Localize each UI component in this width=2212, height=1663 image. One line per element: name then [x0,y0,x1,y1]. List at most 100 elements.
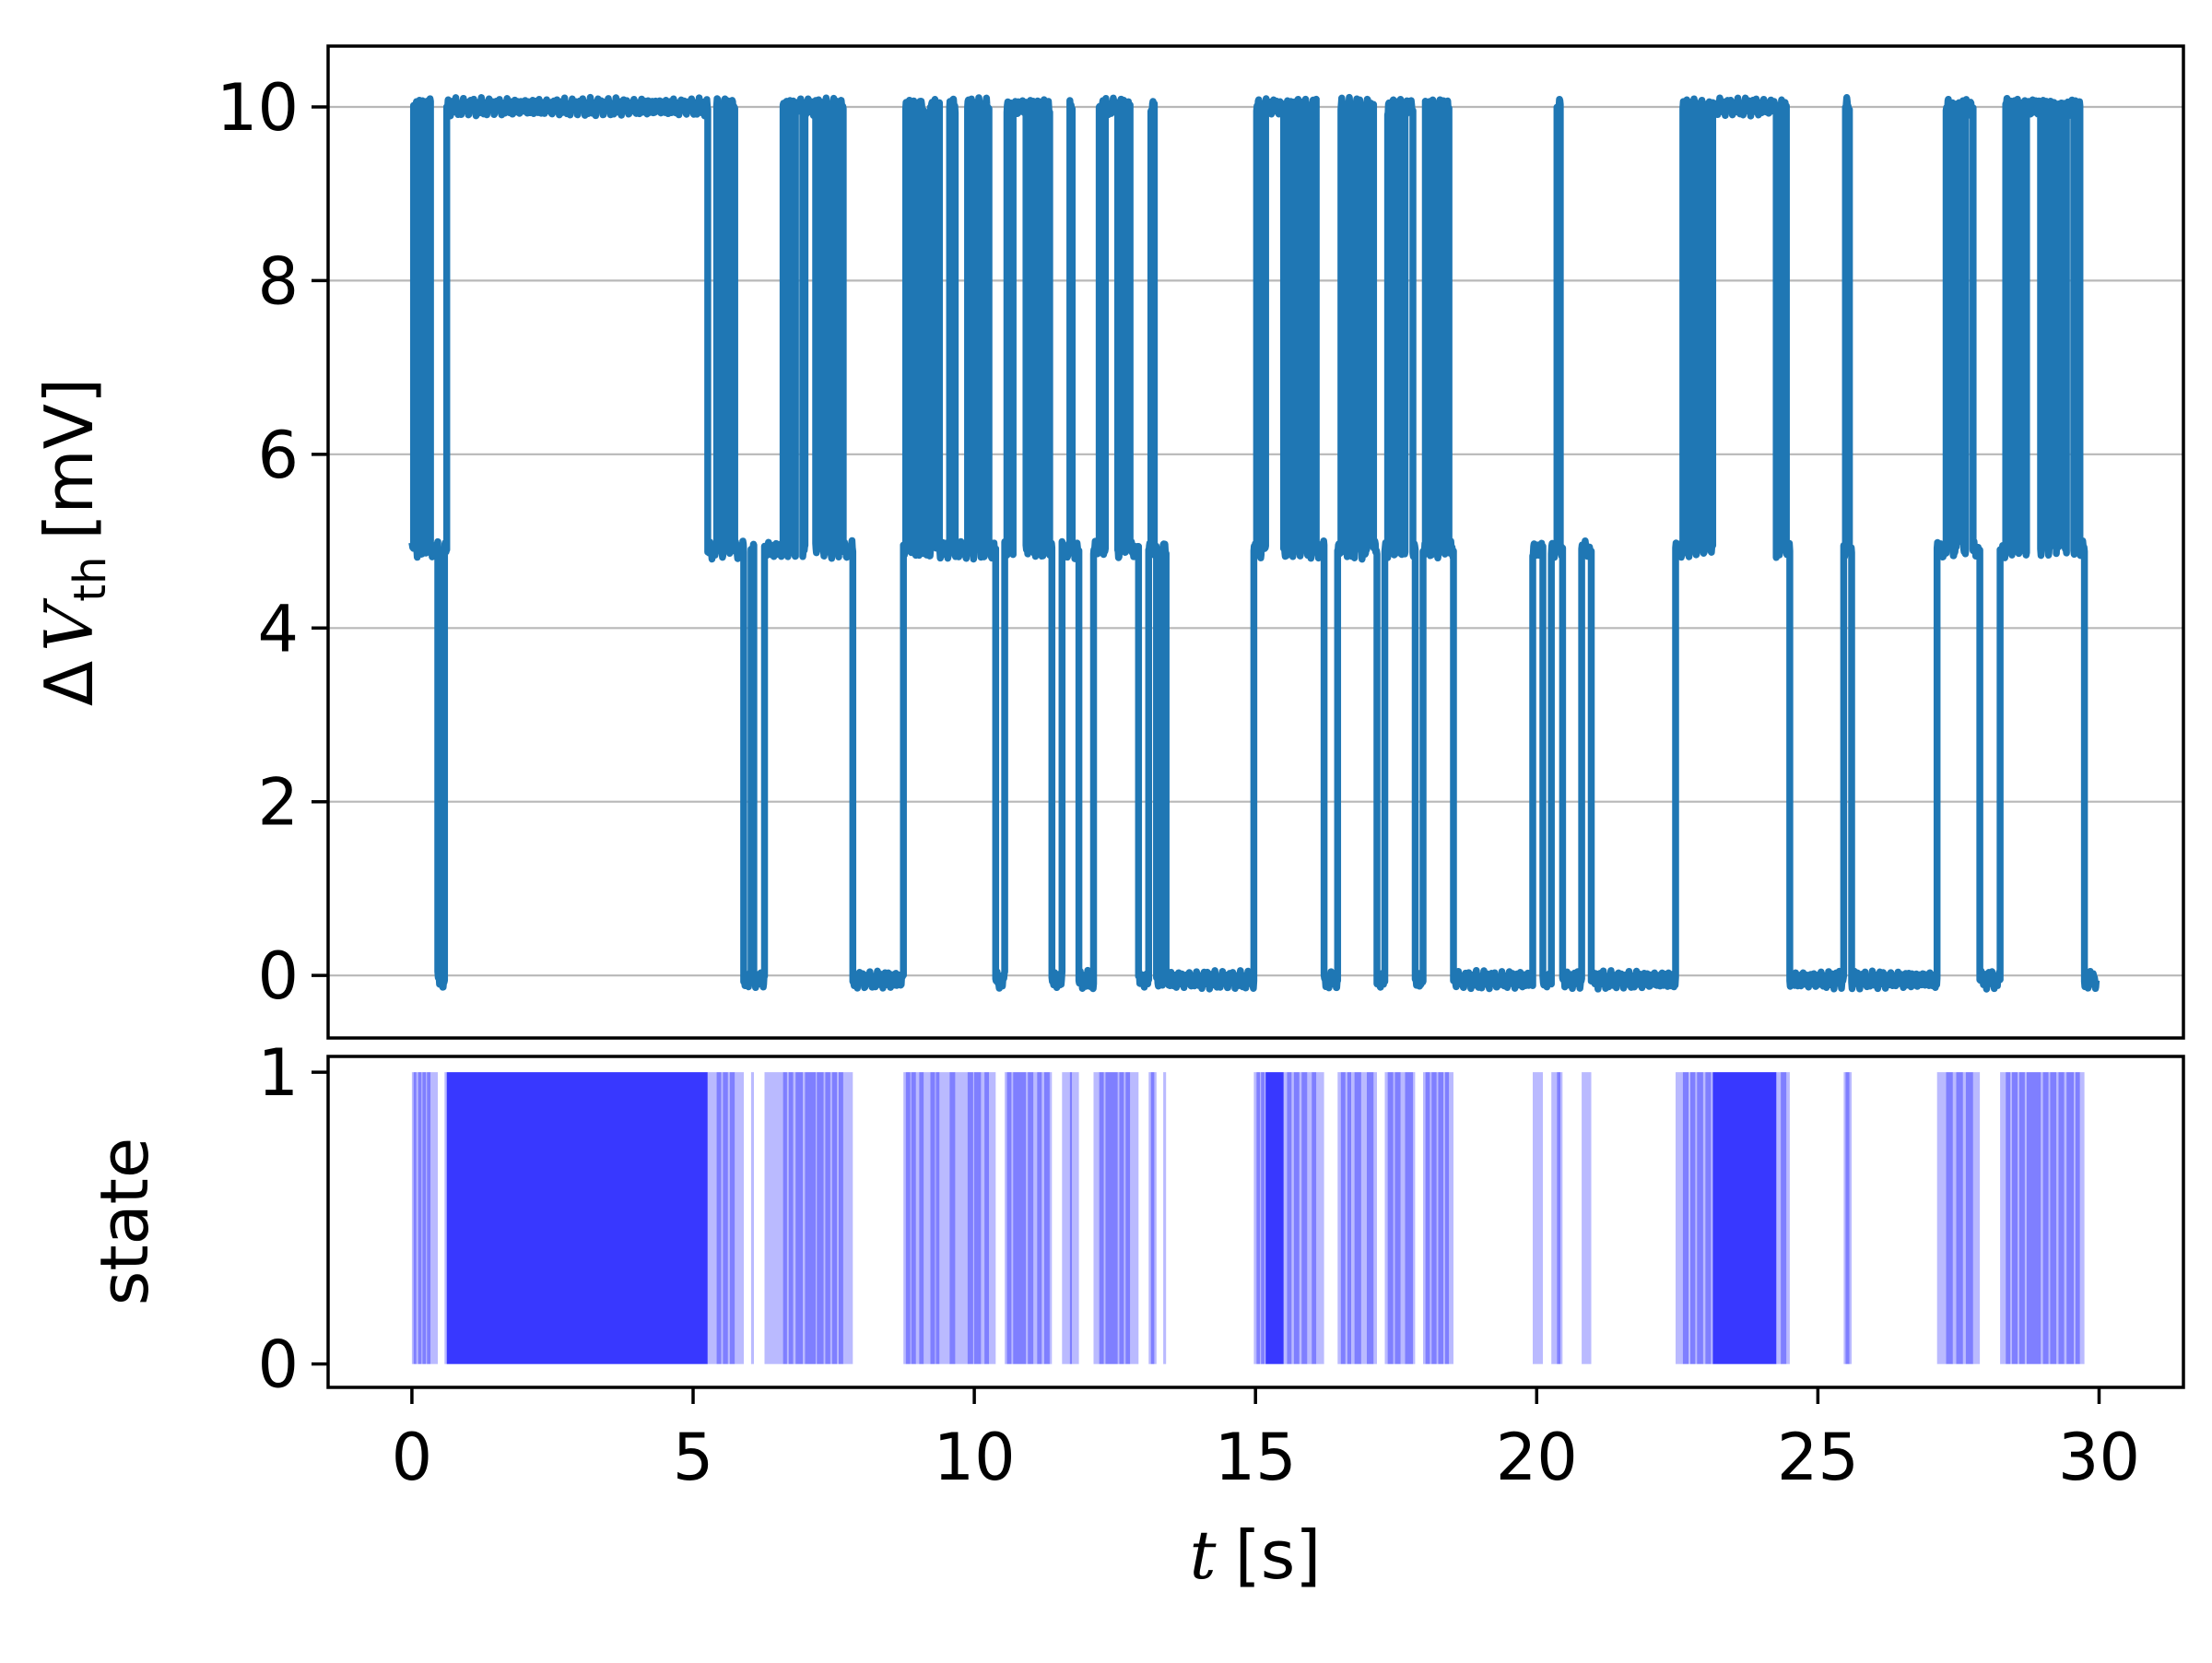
state-band [788,1072,794,1364]
state-band [831,1072,838,1364]
tick-marks [312,105,2101,1404]
state-band [1776,1072,1782,1364]
state-band [1347,1072,1351,1364]
x-tick-label: 20 [1496,1420,1578,1495]
state-band [2018,1072,2025,1364]
state-band [1005,1072,1007,1364]
state-band [803,1072,806,1364]
state-band [823,1072,826,1364]
signal-trace [408,93,2100,993]
state-band [1154,1072,1157,1364]
state-band [1028,1072,1034,1364]
top-axes-border [326,44,2185,1040]
state-band [1150,1072,1155,1364]
state-band [935,1072,940,1364]
state-band [721,1072,724,1364]
state-band [2048,1072,2051,1364]
state-band [915,1072,920,1364]
state-band [816,1072,818,1364]
state-band [1431,1072,1437,1364]
state-band [1711,1072,1713,1364]
state-band [1013,1072,1027,1364]
state-band [1293,1072,1300,1364]
state-band [842,1072,853,1364]
state-band [1360,1072,1367,1364]
state-band [793,1072,795,1364]
state-band [1702,1072,1706,1364]
y-tick-label: 4 [257,591,299,666]
xlabel-unit: [s] [1235,1516,1322,1594]
state-band [905,1072,911,1364]
state-band [2006,1072,2011,1364]
bottom-axes-border [326,1055,2185,1389]
state-band [919,1072,924,1364]
state-band [1695,1072,1698,1364]
state-band [1449,1072,1453,1364]
state-band [1786,1072,1790,1364]
y-tick-label: 6 [257,418,299,493]
state-band [1299,1072,1302,1364]
state-band [795,1072,803,1364]
state-band [723,1072,728,1364]
y-tick-label: 0 [257,938,299,1014]
state-band [974,1072,982,1364]
state-band [2058,1072,2065,1364]
state-band [2079,1072,2085,1364]
state-band [1354,1072,1361,1364]
state-band [1965,1072,1973,1364]
state-band [735,1072,744,1364]
state-band [1438,1072,1443,1364]
ylabel-unit: [mV] [30,378,108,540]
state-band [1682,1072,1688,1364]
state-band [1072,1072,1079,1364]
state-band [1393,1072,1395,1364]
state-band [949,1072,956,1364]
ylabel-subscript: th [65,557,116,602]
state-band [1312,1072,1317,1364]
state-tick-label: 1 [257,1035,299,1111]
state-band [967,1072,973,1364]
bottom-ylabel: state [86,1138,163,1305]
state-band [2056,1072,2059,1364]
state-band [837,1072,839,1364]
state-band [1119,1072,1124,1364]
state-band [1443,1072,1445,1364]
state-band [1316,1072,1324,1364]
state-band [1043,1072,1050,1364]
state-band [1956,1072,1963,1364]
state-band [421,1072,423,1364]
state-band [2074,1072,2076,1364]
state-band [1350,1072,1355,1364]
state-band [1340,1072,1346,1364]
y-tick-label: 10 [217,70,299,146]
state-band [1533,1072,1543,1364]
state-band [930,1072,935,1364]
state-bands [411,1072,2085,1364]
state-band [1337,1072,1341,1364]
state-band [939,1072,950,1364]
state-band [1425,1072,1430,1364]
state-band [1125,1072,1131,1364]
state-band [707,1072,717,1364]
state-band [1712,1072,1777,1364]
state-band [1436,1072,1439,1364]
state-band [1099,1072,1104,1364]
state-band [1972,1072,1981,1364]
state-band [1962,1072,1966,1364]
state-band [426,1072,428,1364]
state-band [1367,1072,1374,1364]
state-band [1253,1072,1257,1364]
state-band [1559,1072,1563,1364]
state-band [1041,1072,1044,1364]
top-ylabel: ΔVth [mV] [30,378,116,706]
state-band [1551,1072,1558,1364]
state-band [1405,1072,1413,1364]
state-band [1676,1072,1683,1364]
state-band [1261,1072,1265,1364]
state-band [1033,1072,1038,1364]
state-band [1301,1072,1308,1364]
x-tick-label: 30 [2058,1420,2140,1495]
